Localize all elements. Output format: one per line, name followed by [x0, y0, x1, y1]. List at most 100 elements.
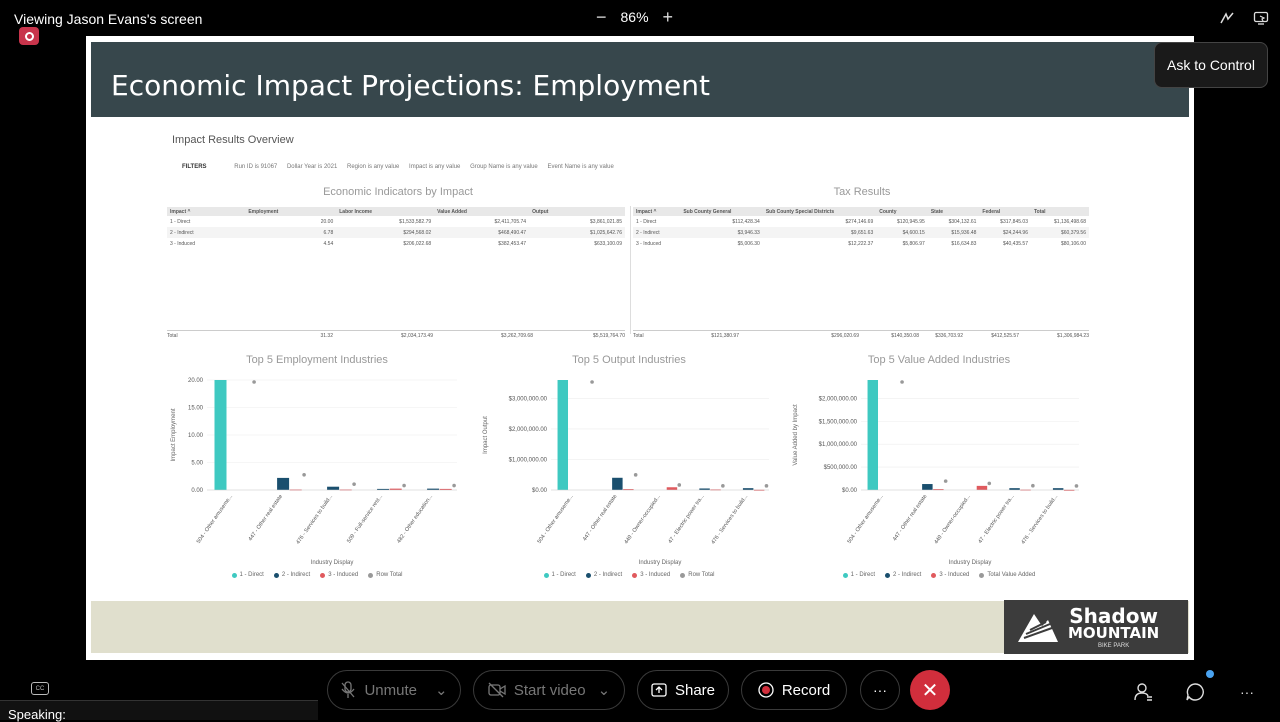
share-button[interactable]: Share [637, 670, 729, 710]
tax-table-cell: $40,435.57 [1002, 240, 1028, 247]
tax-table-header[interactable]: State [927, 207, 980, 216]
econ-table-cell: $3,861,021.85 [590, 218, 622, 225]
value-added-chart: Top 5 Value Added Industries Value Added … [789, 354, 1089, 590]
bar-2-indirect [277, 477, 290, 490]
bar-2-indirect [1052, 488, 1064, 490]
zoom-out-button[interactable]: − [596, 7, 607, 27]
econ-table: Impact ^ Employment Labor Income Value Adde… [167, 207, 625, 249]
employment-chart: Top 5 Employment Industries Impact Employ… [167, 354, 467, 590]
tax-table: Impact ^ Sub County General Sub County Spe… [633, 207, 1089, 249]
x-tick-label: 476 - Services to build... [711, 493, 750, 545]
bar-2-indirect [377, 488, 390, 490]
record-button[interactable]: Record [741, 670, 847, 710]
y-tick-label: $0.00 [842, 488, 858, 494]
chevron-down-icon[interactable]: ⌄ [597, 682, 611, 699]
recording-indicator [19, 27, 39, 45]
unmute-button[interactable]: Unmute ⌄ [327, 670, 461, 710]
more-apps-icon[interactable]: ··· [1240, 684, 1254, 700]
legend-swatch [231, 572, 237, 578]
x-axis-label: Industry Display [311, 560, 354, 566]
filter-dollar-year: Dollar Year is 2021 [286, 164, 338, 170]
start-video-label: Start video [513, 681, 586, 699]
closed-captions-icon[interactable]: CC [31, 682, 49, 695]
participants-icon[interactable] [1133, 682, 1153, 705]
legend-item[interactable]: Row Total [680, 572, 714, 578]
legend-item[interactable]: 2 - Indirect [885, 572, 921, 578]
econ-table-header[interactable]: Labor Income [336, 207, 435, 216]
x-tick-label: 449 - Owner-occupied... [623, 493, 662, 545]
filter-event-name: Event Name is any value [547, 164, 614, 170]
remote-control-icon[interactable] [1252, 9, 1270, 27]
filter-group-name: Group Name is any value [470, 164, 538, 170]
tax-table-cell: 3 - Induced [636, 240, 662, 247]
legend-item[interactable]: 3 - Induced [320, 572, 358, 578]
legend-item[interactable]: 3 - Induced [931, 572, 969, 578]
x-axis-label: Industry Display [949, 560, 992, 566]
tax-table-cell: 2 - Indirect [636, 229, 660, 236]
legend-swatch [320, 572, 326, 578]
total-point [943, 479, 948, 483]
y-axis-label: Value Added by Impact [793, 404, 799, 466]
zoom-in-button[interactable]: + [662, 7, 674, 27]
tax-table-header[interactable]: Total [1030, 207, 1089, 216]
econ-table-header[interactable]: Output [529, 207, 625, 216]
x-tick-label: 449 - Owner-occupied... [933, 493, 972, 545]
top-bar: Viewing Jason Evans's screen − 86% + [0, 0, 1280, 36]
total-point [252, 380, 256, 384]
tax-table-header[interactable]: Sub County Special Districts [762, 207, 877, 216]
legend-item[interactable]: 2 - Indirect [273, 572, 310, 578]
legend-swatch [543, 572, 549, 578]
ask-to-control-button[interactable]: Ask to Control [1154, 42, 1268, 88]
tax-table-header[interactable]: Impact ^ [633, 207, 681, 216]
tax-table-cell: $15,936.48 [951, 229, 977, 236]
zoom-level: 86% [620, 9, 649, 25]
end-call-button[interactable]: ✕ [910, 670, 950, 710]
chat-icon[interactable] [1185, 682, 1205, 705]
legend-item[interactable]: Total Value Added [979, 572, 1035, 578]
bar-3-induced [666, 487, 678, 490]
total-cell: $336,703.92 [935, 333, 963, 339]
more-options-button[interactable]: ··· [860, 670, 900, 710]
total-point [590, 380, 594, 384]
legend-item[interactable]: 1 - Direct [842, 572, 875, 578]
share-icon [651, 683, 667, 697]
econ-table-cell: 4.54 [323, 240, 334, 247]
tax-table-cell: $60,379.56 [1060, 229, 1086, 236]
legend-swatch [842, 572, 848, 578]
total-point [764, 484, 769, 488]
legend-label: 3 - Induced [939, 572, 970, 578]
econ-table-cell: 6.78 [323, 229, 334, 236]
record-circle-icon [24, 31, 34, 41]
x-tick-label: 447 - Other real estate [892, 494, 928, 543]
tax-table-cell: $3,946.33 [737, 229, 760, 236]
total-point [1031, 483, 1035, 488]
econ-table-header[interactable]: Value Added [434, 207, 530, 216]
total-cell: $296,020.69 [831, 333, 859, 339]
logo-line2: MOUNTAIN [1068, 623, 1160, 642]
annotate-icon[interactable] [1218, 9, 1236, 27]
legend-label: 1 - Direct [551, 572, 576, 578]
bar-1-direct [214, 380, 227, 490]
econ-table-header[interactable]: Employment [245, 207, 337, 216]
x-tick-label: 447 - Other real estate [582, 494, 618, 543]
total-cell: Total [633, 333, 644, 339]
tax-table-header[interactable]: County [876, 207, 928, 216]
legend-item[interactable]: 3 - Induced [632, 572, 670, 578]
legend-label: 3 - Induced [328, 572, 359, 578]
total-point [633, 473, 638, 477]
legend-item[interactable]: Row Total [368, 572, 402, 578]
start-video-button[interactable]: Start video ⌄ [473, 670, 625, 710]
tax-table-header[interactable]: Sub County General [680, 207, 763, 216]
tax-table-header[interactable]: Federal [979, 207, 1031, 216]
econ-table-header[interactable]: Impact ^ [167, 207, 246, 216]
econ-table-row: 3 - Induced 4.54 $206,022.68 $382,453.47 $63… [167, 238, 625, 249]
x-tick-label: 509 - Full-service rest... [346, 493, 384, 544]
total-point [302, 473, 306, 477]
legend-item[interactable]: 1 - Direct [231, 572, 264, 578]
speaking-indicator: Speaking: [0, 700, 318, 722]
legend-item[interactable]: 1 - Direct [543, 572, 576, 578]
bar-3-induced [623, 489, 634, 491]
chevron-down-icon[interactable]: ⌄ [434, 682, 448, 699]
legend-item[interactable]: 2 - Indirect [585, 572, 622, 578]
legend-label: Total Value Added [987, 572, 1036, 578]
